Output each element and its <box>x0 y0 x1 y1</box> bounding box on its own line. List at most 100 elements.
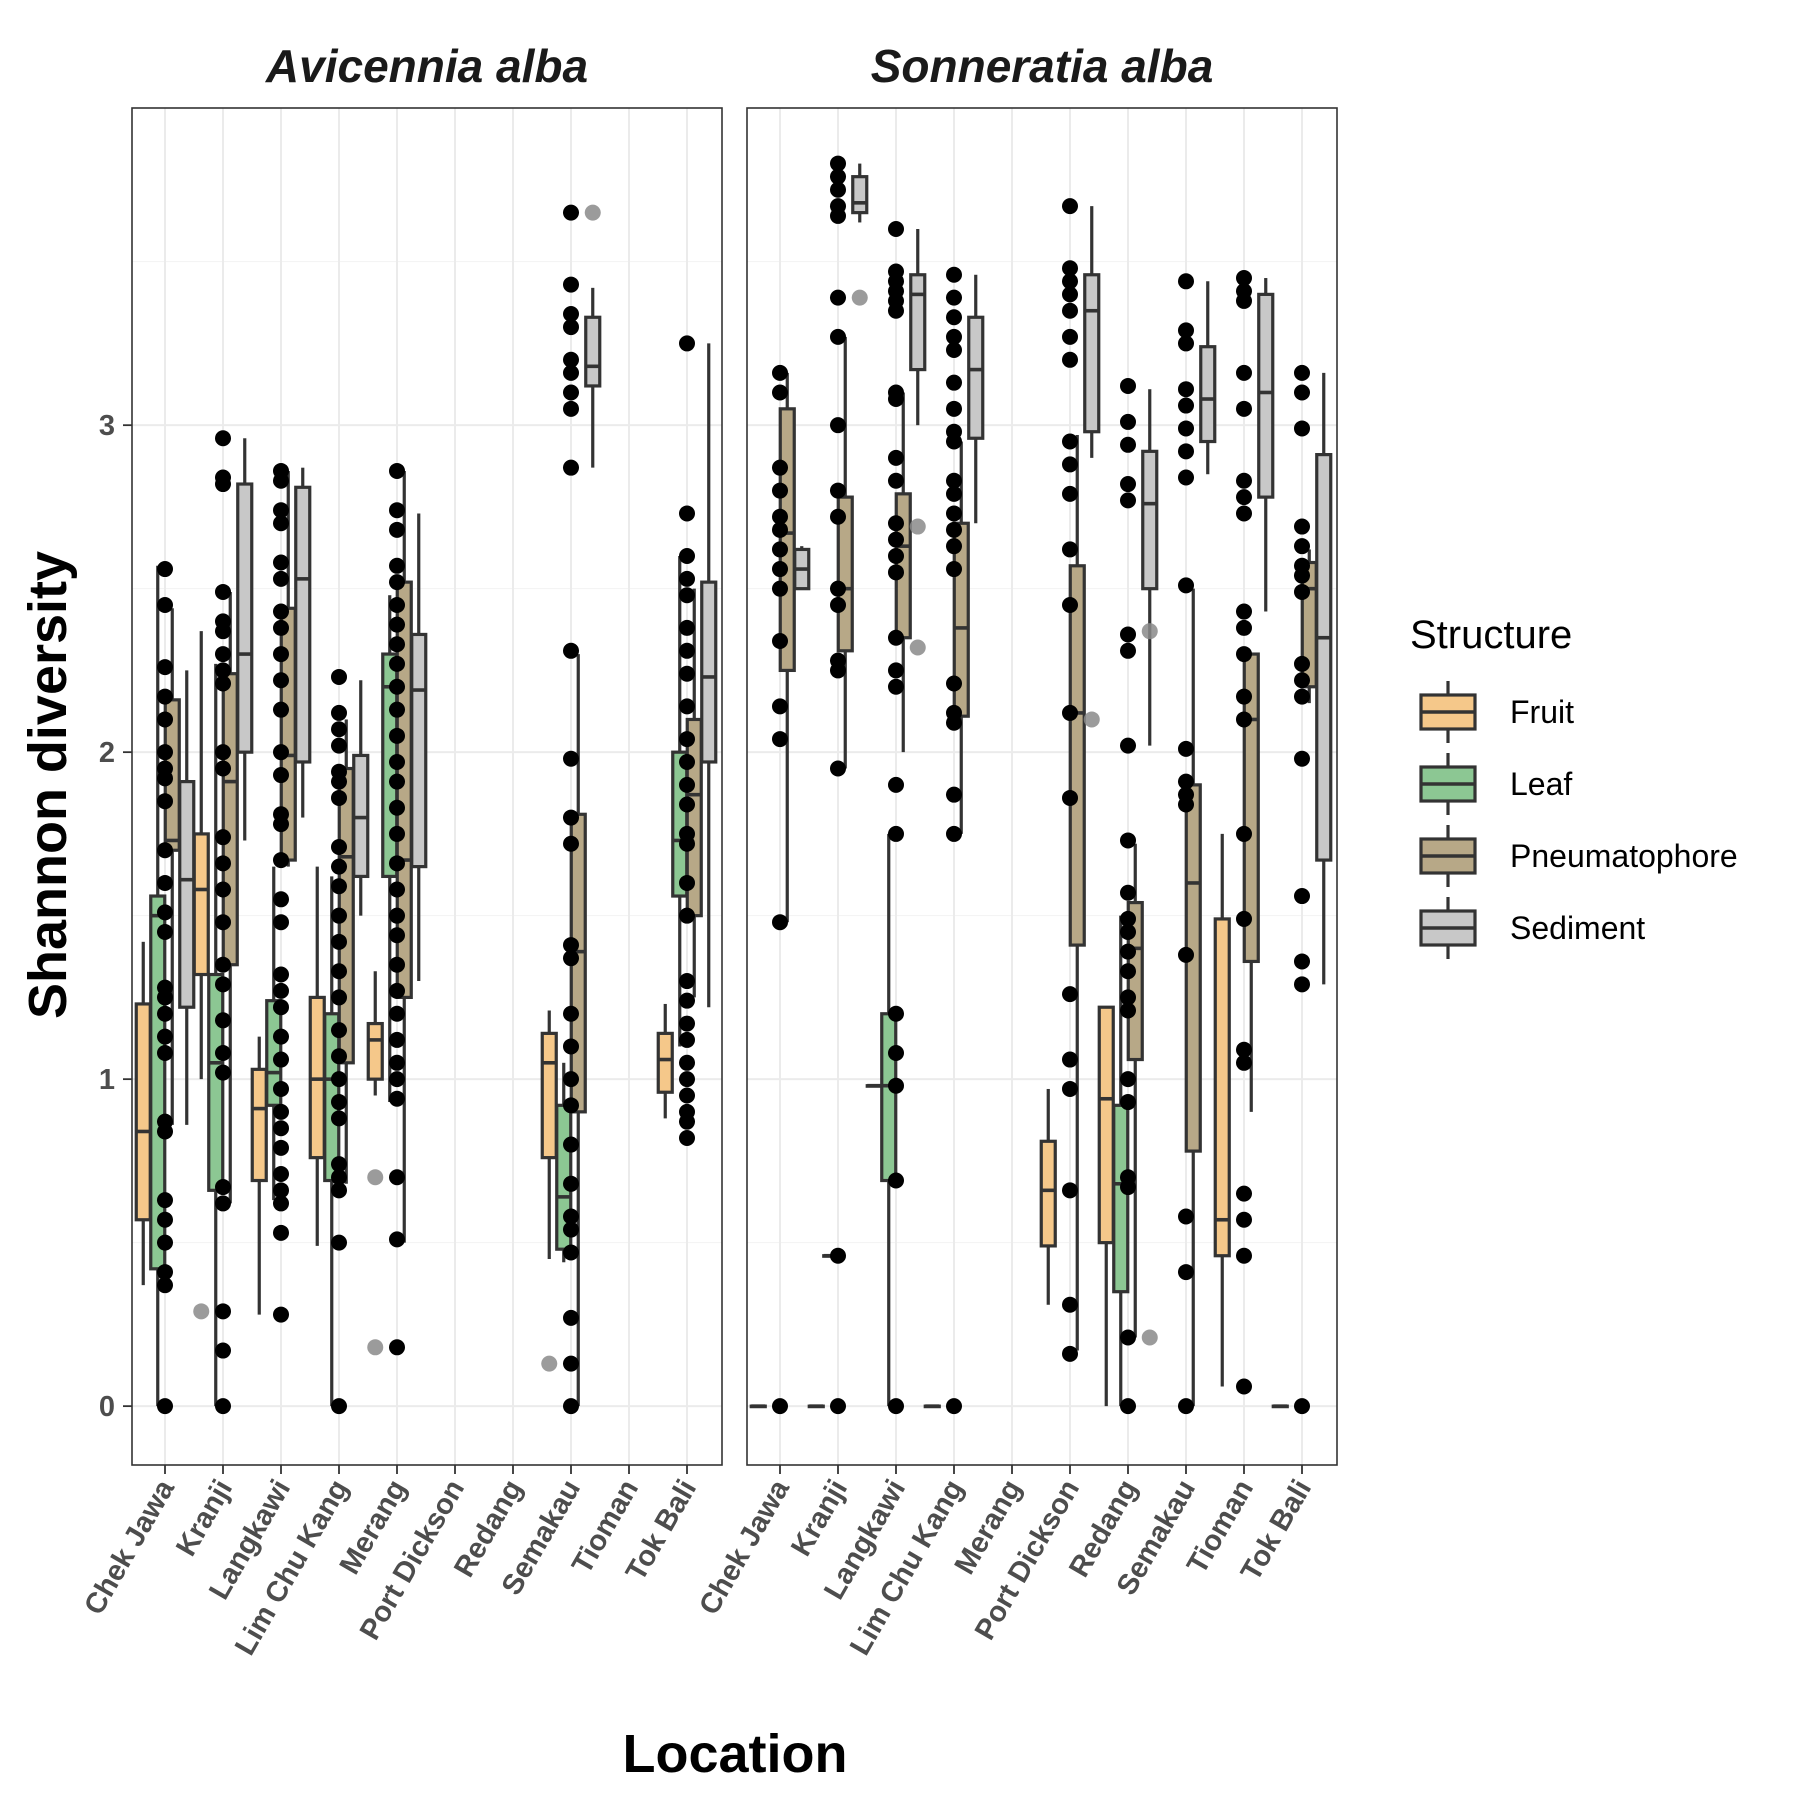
box-body <box>909 273 927 372</box>
data-point <box>563 204 579 221</box>
data-point <box>888 629 904 646</box>
data-point <box>331 721 347 738</box>
outlier-point <box>909 639 926 656</box>
data-point <box>1062 328 1078 345</box>
data-point <box>157 989 173 1006</box>
box-body <box>967 315 985 440</box>
data-point <box>273 767 289 784</box>
data-point <box>389 1031 405 1048</box>
data-point <box>215 914 231 931</box>
data-point <box>679 731 695 748</box>
box-langkawi-sediment <box>909 228 927 426</box>
data-point <box>772 384 788 401</box>
box-port-dickson-fruit <box>1039 1088 1057 1305</box>
box-body <box>134 1002 152 1222</box>
data-point <box>1294 953 1310 970</box>
data-point <box>563 750 579 767</box>
box-body <box>236 482 254 754</box>
data-point <box>389 956 405 973</box>
data-point <box>563 1175 579 1192</box>
box-body <box>851 175 869 215</box>
data-point <box>772 632 788 649</box>
data-point <box>679 619 695 636</box>
box-langkawi-fruit <box>865 1083 883 1088</box>
data-point <box>331 878 347 895</box>
box-body <box>1257 292 1275 499</box>
data-point <box>389 799 405 816</box>
data-point <box>215 662 231 679</box>
data-point <box>157 1192 173 1209</box>
data-point <box>1236 711 1252 728</box>
data-point <box>331 773 347 790</box>
data-point <box>331 1071 347 1088</box>
data-point <box>157 1277 173 1294</box>
data-point <box>1120 1179 1136 1196</box>
legend-label: Fruit <box>1510 694 1574 730</box>
data-point <box>331 1048 347 1065</box>
data-point <box>389 574 405 591</box>
data-point <box>273 744 289 761</box>
data-point <box>157 597 173 614</box>
data-point <box>1062 1080 1078 1097</box>
data-point <box>157 1234 173 1251</box>
data-point <box>563 1355 579 1372</box>
data-point <box>946 825 962 842</box>
data-point <box>1120 737 1136 754</box>
data-point <box>215 1398 231 1415</box>
data-point <box>1062 351 1078 368</box>
box-body <box>366 1021 384 1081</box>
data-point <box>331 858 347 875</box>
data-point <box>679 835 695 852</box>
box-merang-sediment <box>410 513 428 982</box>
outlier-point <box>1083 711 1100 728</box>
data-point <box>679 505 695 522</box>
data-point <box>888 515 904 532</box>
box-body <box>192 832 210 977</box>
data-point <box>888 449 904 466</box>
data-point <box>331 704 347 721</box>
data-point <box>273 1051 289 1068</box>
box-tok-bali-sediment <box>700 343 718 1008</box>
data-point <box>331 1169 347 1186</box>
data-point <box>1178 946 1194 963</box>
data-point <box>830 207 846 224</box>
legend-keys: Fruit Leaf Pneumatophore Sediment <box>1419 681 1738 959</box>
data-point <box>1294 538 1310 555</box>
data-point <box>1120 963 1136 980</box>
y-axis-title: Shannon diversity <box>18 551 78 1019</box>
data-point <box>273 1139 289 1156</box>
data-point <box>157 904 173 921</box>
data-point <box>946 538 962 555</box>
data-point <box>273 672 289 689</box>
data-point <box>830 508 846 525</box>
data-point <box>1178 381 1194 398</box>
data-point <box>946 400 962 417</box>
data-point <box>1178 397 1194 414</box>
data-point <box>563 642 579 659</box>
legend: Structure Fruit Leaf Pneumatophore Sedim… <box>1410 613 1738 959</box>
data-point <box>946 505 962 522</box>
data-point <box>389 636 405 653</box>
data-point <box>679 907 695 924</box>
data-point <box>273 554 289 571</box>
outlier-point <box>1141 623 1158 640</box>
data-point <box>389 881 405 898</box>
data-point <box>1120 1071 1136 1088</box>
data-point <box>389 678 405 695</box>
data-point <box>1120 884 1136 901</box>
data-point <box>157 1044 173 1061</box>
data-point <box>679 665 695 682</box>
data-point <box>273 570 289 587</box>
box-body <box>178 779 196 1009</box>
data-point <box>1178 469 1194 486</box>
data-point <box>331 838 347 855</box>
data-point <box>679 1054 695 1071</box>
y-tick-label: 0 <box>99 1391 115 1423</box>
data-point <box>563 1244 579 1261</box>
data-point <box>772 459 788 476</box>
data-point <box>215 1044 231 1061</box>
data-point <box>772 541 788 558</box>
data-point <box>1178 1264 1194 1281</box>
data-point <box>273 1224 289 1241</box>
data-point <box>389 773 405 790</box>
